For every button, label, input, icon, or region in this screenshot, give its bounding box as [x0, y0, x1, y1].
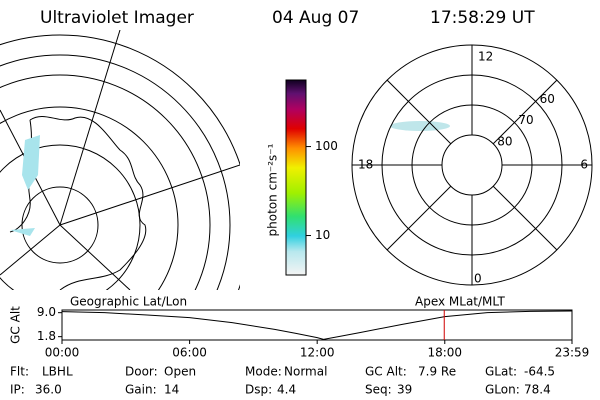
colorbar: [285, 79, 307, 276]
colorbar-tick-label: 100: [315, 139, 338, 153]
x-tick-label: 23:59: [555, 346, 590, 360]
time: 17:58:29 UT: [430, 8, 535, 28]
mlt-label: 12: [478, 50, 493, 64]
x-tick-label: 18:00: [427, 346, 462, 360]
instrument-title: Ultraviolet Imager: [40, 8, 194, 28]
mlt-spoke: [492, 185, 558, 251]
colorbar-tick-label: 10: [315, 228, 330, 242]
y-tick-label: 1.8: [37, 329, 56, 343]
x-tick-label: 00:00: [45, 346, 80, 360]
mlat-label: 80: [497, 134, 512, 148]
status-label: GLon:: [485, 383, 520, 397]
status-value: 14: [164, 383, 179, 397]
status-value: 4.4: [277, 383, 296, 397]
mlat-ring: [441, 134, 503, 196]
status-panel: Flt: LBHL Door: Open Mode: Normal GC Alt: 7.9 R…: [10, 365, 555, 397]
timeline-y-label: GC Alt: [9, 306, 23, 344]
status-label: Dsp:: [245, 383, 272, 397]
mlat-ring: [411, 104, 533, 226]
mlt-label: 0: [474, 272, 482, 286]
status-value: Open: [164, 365, 196, 379]
mlat-label: 60: [540, 92, 555, 106]
date: 04 Aug 07: [272, 8, 359, 28]
status-label: Door:: [125, 365, 158, 379]
colorbar-label: photon cm⁻²s⁻¹: [266, 143, 280, 236]
status-label: IP:: [10, 383, 25, 397]
x-tick-label: 12:00: [300, 346, 335, 360]
status-value: 36.0: [35, 383, 62, 397]
altitude-curve: [61, 310, 573, 340]
timeline-left-label: Geographic Lat/Lon: [70, 295, 187, 309]
status-label: Seq:: [365, 383, 392, 397]
y-tick-label: 9.0: [37, 305, 56, 319]
aurora-region: [390, 121, 450, 131]
status-value: -64.5: [524, 365, 555, 379]
timeline-right-label: Apex MLat/MLT: [415, 295, 505, 309]
status-label: GC Alt:: [365, 365, 407, 379]
status-label: Gain:: [125, 383, 157, 397]
geographic-map: [0, 30, 240, 290]
mlt-spoke: [386, 185, 452, 251]
mlt-label: 18: [358, 158, 373, 172]
status-label: GLat:: [485, 365, 517, 379]
mlat-label: 70: [518, 113, 533, 127]
status-label: Flt:: [10, 365, 29, 379]
mlt-spoke: [492, 79, 558, 145]
status-value: 39: [397, 383, 412, 397]
status-label: Mode:: [245, 365, 282, 379]
x-tick-label: 06:00: [172, 346, 207, 360]
mlat-ring: [381, 74, 563, 256]
status-value: 7.9 Re: [418, 365, 456, 379]
status-value: Normal: [284, 365, 327, 379]
status-value: 78.4: [524, 383, 551, 397]
mlt-spoke: [386, 79, 452, 145]
status-value: LBHL: [42, 365, 73, 379]
mlt-label: 6: [580, 158, 588, 172]
